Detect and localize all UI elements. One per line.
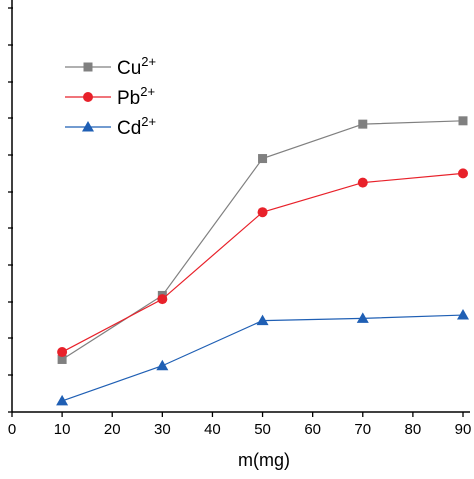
legend-marker: [82, 121, 94, 132]
legend-item-cd: Cd2+: [65, 114, 156, 139]
x-axis-title: m(mg): [238, 450, 290, 470]
x-tick-label: 30: [154, 421, 171, 438]
x-tick-label: 60: [304, 421, 321, 438]
data-point-cd: [457, 309, 469, 320]
data-point-pb: [157, 294, 168, 305]
data-point-cd: [356, 312, 369, 323]
data-point-pb: [458, 168, 468, 179]
x-tick-label: 70: [354, 421, 371, 438]
legend-charge-superscript: 2+: [140, 84, 155, 99]
legend-marker: [83, 62, 93, 72]
axes: 0 10 20 30 40 50 60 70 80 90: [8, 0, 472, 438]
data-point-cd: [156, 359, 169, 371]
x-tick-label: 40: [204, 421, 221, 438]
legend-charge-superscript: 2+: [141, 54, 156, 69]
data-point-pb: [57, 347, 68, 358]
data-point-cu: [258, 154, 268, 164]
legend-item-cu: Cu2+: [65, 54, 156, 79]
series-pb: [57, 168, 468, 358]
x-tick-label: 0: [8, 421, 16, 438]
x-tick-label: 50: [254, 421, 271, 438]
legend-charge-superscript: 2+: [141, 114, 156, 129]
data-point-cd: [256, 314, 269, 326]
series-cd: [56, 309, 469, 406]
x-tick-label: 10: [54, 421, 71, 438]
series-layer: [56, 116, 469, 406]
data-point-cu: [57, 354, 67, 364]
legend-marker: [83, 92, 93, 102]
data-point-cd: [56, 394, 69, 406]
data-point-cu: [358, 119, 368, 129]
legend-label: Cu2+: [117, 54, 156, 79]
legend: Cu2+Pb2+Cd2+: [65, 54, 156, 139]
x-tick-label: 90: [455, 421, 472, 438]
x-tick-label: 80: [405, 421, 422, 438]
x-tick-label: 20: [104, 421, 121, 438]
data-point-cu: [458, 116, 468, 126]
data-point-pb: [357, 177, 368, 188]
data-point-pb: [257, 207, 268, 218]
